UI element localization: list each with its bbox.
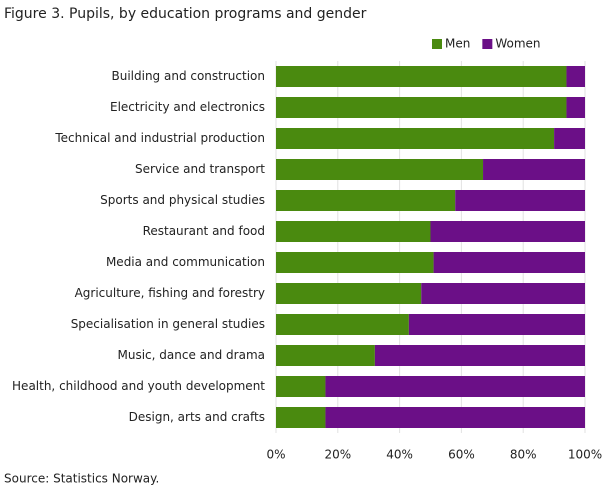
bar-segment <box>554 128 585 149</box>
legend-label: Women <box>495 37 540 51</box>
y-tick-label: Health, childhood and youth development <box>12 379 265 393</box>
bar-segment <box>455 190 585 211</box>
bar-segment <box>276 190 456 211</box>
y-tick-label: Technical and industrial production <box>54 131 265 145</box>
bar-segment <box>566 66 585 87</box>
bar-segment <box>430 221 585 242</box>
bar-segment <box>325 376 585 397</box>
y-tick-label: Restaurant and food <box>143 224 265 238</box>
y-tick-label: Agriculture, fishing and forestry <box>75 286 265 300</box>
y-tick-label: Specialisation in general studies <box>71 317 265 331</box>
chart-title: Figure 3. Pupils, by education programs … <box>4 6 367 22</box>
bar-segment <box>483 159 585 180</box>
x-tick-label: 100% <box>568 448 602 462</box>
bar-segment <box>276 221 431 242</box>
legend-swatch <box>482 39 493 49</box>
y-tick-label: Building and construction <box>111 69 265 83</box>
bar-segment <box>276 407 326 428</box>
x-tick-label: 80% <box>510 448 537 462</box>
y-tick-label: Service and transport <box>135 162 265 176</box>
bar-segment <box>433 252 585 273</box>
y-tick-label: Sports and physical studies <box>100 193 265 207</box>
source-note: Source: Statistics Norway. <box>4 472 159 486</box>
bar-segment <box>421 283 585 304</box>
y-tick-label: Electricity and electronics <box>110 100 265 114</box>
x-tick-label: 40% <box>386 448 413 462</box>
x-tick-label: 60% <box>448 448 475 462</box>
bar-segment <box>276 66 567 87</box>
bar-segment <box>276 283 422 304</box>
bar-segment <box>276 345 375 366</box>
bar-segment <box>276 376 326 397</box>
bar-segment <box>276 159 484 180</box>
x-tick-label: 20% <box>324 448 351 462</box>
bar-segment <box>374 345 585 366</box>
bar-segment <box>276 128 555 149</box>
bar-segment <box>325 407 585 428</box>
y-tick-label: Design, arts and crafts <box>129 410 265 424</box>
bar-segment <box>566 97 585 118</box>
bar-segment <box>276 97 567 118</box>
legend-swatch <box>432 39 442 49</box>
legend-label: Men <box>445 37 470 51</box>
bar-segment <box>276 314 409 335</box>
x-tick-label: 0% <box>266 448 285 462</box>
bar-segment <box>276 252 434 273</box>
bar-segment <box>408 314 585 335</box>
y-tick-label: Media and communication <box>106 255 265 269</box>
y-tick-label: Music, dance and drama <box>118 348 265 362</box>
